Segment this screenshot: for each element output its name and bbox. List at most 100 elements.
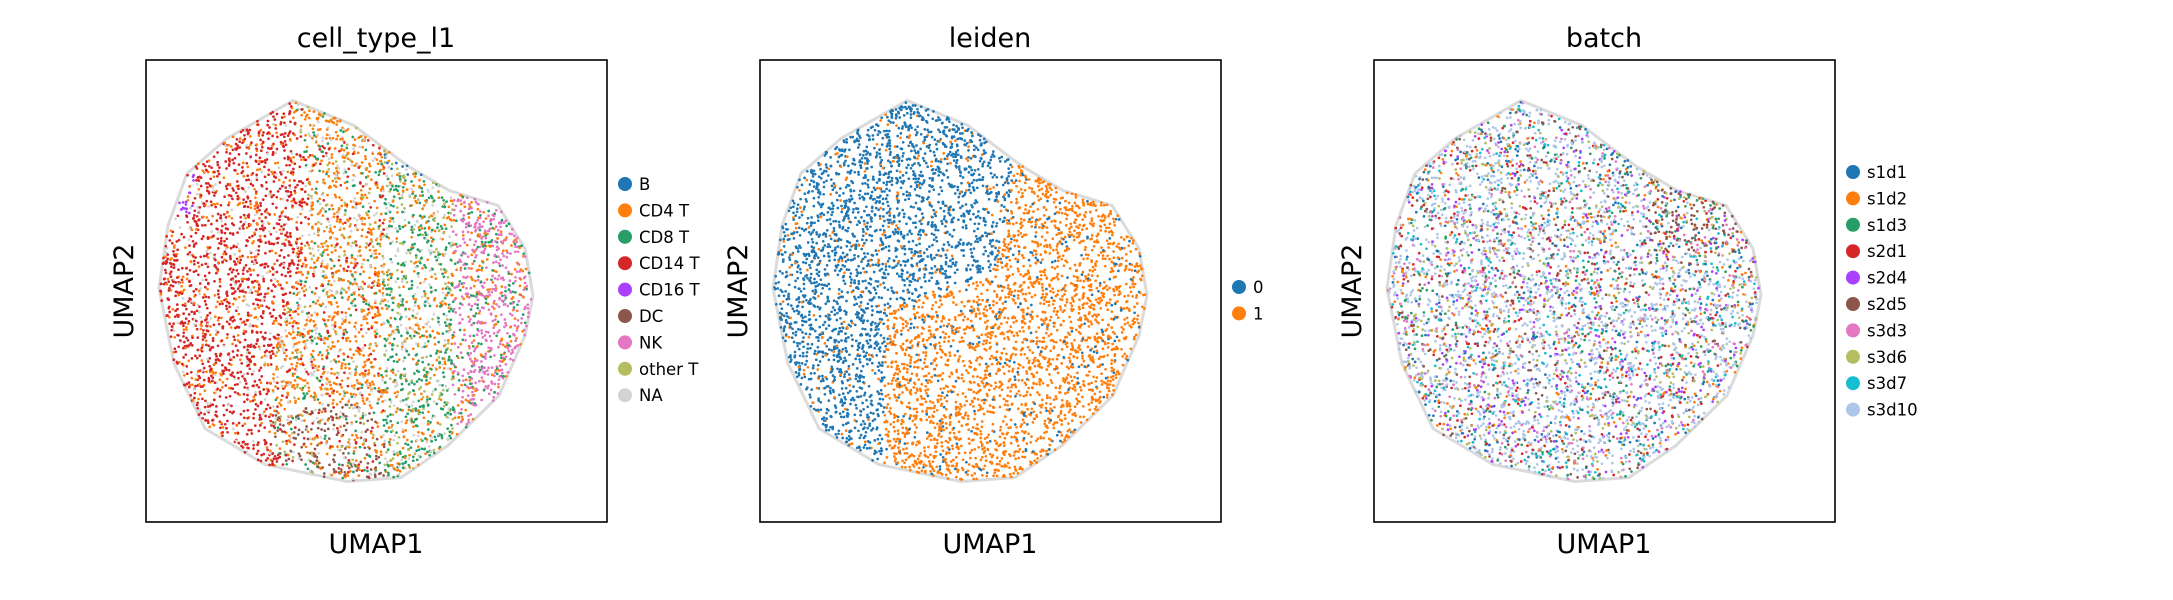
- scatter-point: [443, 223, 447, 227]
- scatter-point: [202, 378, 206, 382]
- scatter-point: [269, 354, 273, 358]
- scatter-point: [251, 241, 254, 245]
- scatter-point: [296, 301, 299, 305]
- scatter-point: [172, 263, 176, 266]
- scatter-point: [249, 182, 253, 186]
- scatter-point: [330, 473, 334, 477]
- scatter-point: [327, 157, 331, 161]
- scatter-point: [338, 119, 342, 123]
- scatter-point: [288, 111, 292, 115]
- scatter-point: [452, 363, 456, 366]
- scatter-point: [349, 244, 353, 248]
- scatter-point: [420, 346, 424, 349]
- scatter-point: [394, 254, 397, 258]
- scatter-point: [249, 273, 253, 277]
- scatter-point: [415, 361, 419, 365]
- scatter-point: [288, 274, 292, 278]
- scatter-point: [435, 352, 438, 355]
- scatter-point: [498, 375, 502, 378]
- scatter-point: [465, 295, 469, 298]
- scatter-point: [248, 291, 251, 295]
- scatter-point: [268, 270, 272, 273]
- scatter-point: [193, 396, 196, 400]
- scatter-point: [293, 372, 296, 376]
- scatter-point: [242, 372, 246, 376]
- scatter-point: [265, 180, 268, 184]
- scatter-point: [353, 174, 357, 178]
- scatter-point: [504, 219, 508, 223]
- scatter-point: [426, 382, 429, 386]
- scatter-point: [211, 403, 215, 407]
- scatter-point: [216, 212, 220, 216]
- scatter-point: [334, 166, 338, 170]
- scatter-point: [414, 418, 417, 421]
- scatter-point: [393, 317, 397, 321]
- scatter-point: [315, 192, 319, 195]
- scatter-point: [232, 223, 236, 227]
- scatter-point: [242, 213, 246, 217]
- scatter-point: [444, 282, 447, 286]
- scatter-point: [418, 233, 422, 236]
- scatter-point: [286, 170, 290, 174]
- scatter-point: [222, 344, 226, 348]
- scatter-point: [362, 297, 365, 300]
- scatter-point: [469, 275, 473, 279]
- scatter-point: [284, 292, 288, 296]
- scatter-point: [432, 400, 436, 404]
- scatter-point: [273, 171, 276, 174]
- scatter-point: [259, 204, 263, 208]
- scatter-point: [498, 342, 502, 346]
- scatter-point: [226, 333, 229, 336]
- scatter-point: [186, 322, 190, 326]
- scatter-point: [290, 217, 293, 221]
- scatter-point: [211, 202, 215, 206]
- scatter-point: [330, 302, 333, 306]
- scatter-point: [344, 475, 347, 479]
- scatter-point: [382, 445, 386, 449]
- scatter-point: [218, 395, 222, 398]
- scatter-point: [416, 445, 420, 448]
- scatter-point: [222, 404, 225, 407]
- scatter-point: [275, 381, 279, 385]
- scatter-point: [469, 308, 473, 311]
- scatter-point: [201, 362, 205, 366]
- scatter-point: [237, 295, 241, 299]
- scatter-point: [309, 252, 312, 255]
- scatter-point: [380, 323, 383, 326]
- scatter-point: [225, 377, 229, 381]
- scatter-point: [341, 463, 344, 467]
- scatter-point: [321, 245, 325, 249]
- scatter-point: [353, 278, 357, 281]
- scatter-point: [353, 325, 356, 328]
- scatter-point: [224, 304, 228, 308]
- scatter-point: [242, 440, 246, 444]
- scatter-point: [462, 263, 466, 267]
- scatter-point: [305, 150, 308, 153]
- scatter-point: [333, 184, 336, 187]
- scatter-point: [489, 222, 493, 226]
- scatter-point: [332, 391, 335, 395]
- scatter-point: [473, 368, 477, 372]
- scatter-point: [288, 137, 292, 141]
- scatter-point: [268, 312, 272, 315]
- scatter-point: [405, 349, 409, 353]
- scatter-point: [195, 183, 199, 186]
- scatter-point: [413, 175, 417, 178]
- scatter-point: [368, 187, 372, 191]
- scatter-point: [214, 183, 217, 186]
- scatter-point: [175, 258, 179, 262]
- scatter-point: [375, 255, 379, 259]
- scatter-point: [401, 466, 405, 470]
- scatter-point: [272, 115, 275, 118]
- scatter-point: [203, 412, 206, 416]
- scatter-point: [451, 371, 455, 375]
- scatter-point: [422, 407, 425, 411]
- scatter-point: [333, 212, 336, 216]
- scatter-point: [400, 348, 404, 351]
- scatter-point: [515, 309, 519, 313]
- scatter-point: [277, 336, 280, 340]
- scatter-point: [252, 219, 255, 223]
- scatter-point: [273, 285, 277, 288]
- scatter-point: [451, 417, 455, 421]
- scatter-point: [270, 144, 274, 148]
